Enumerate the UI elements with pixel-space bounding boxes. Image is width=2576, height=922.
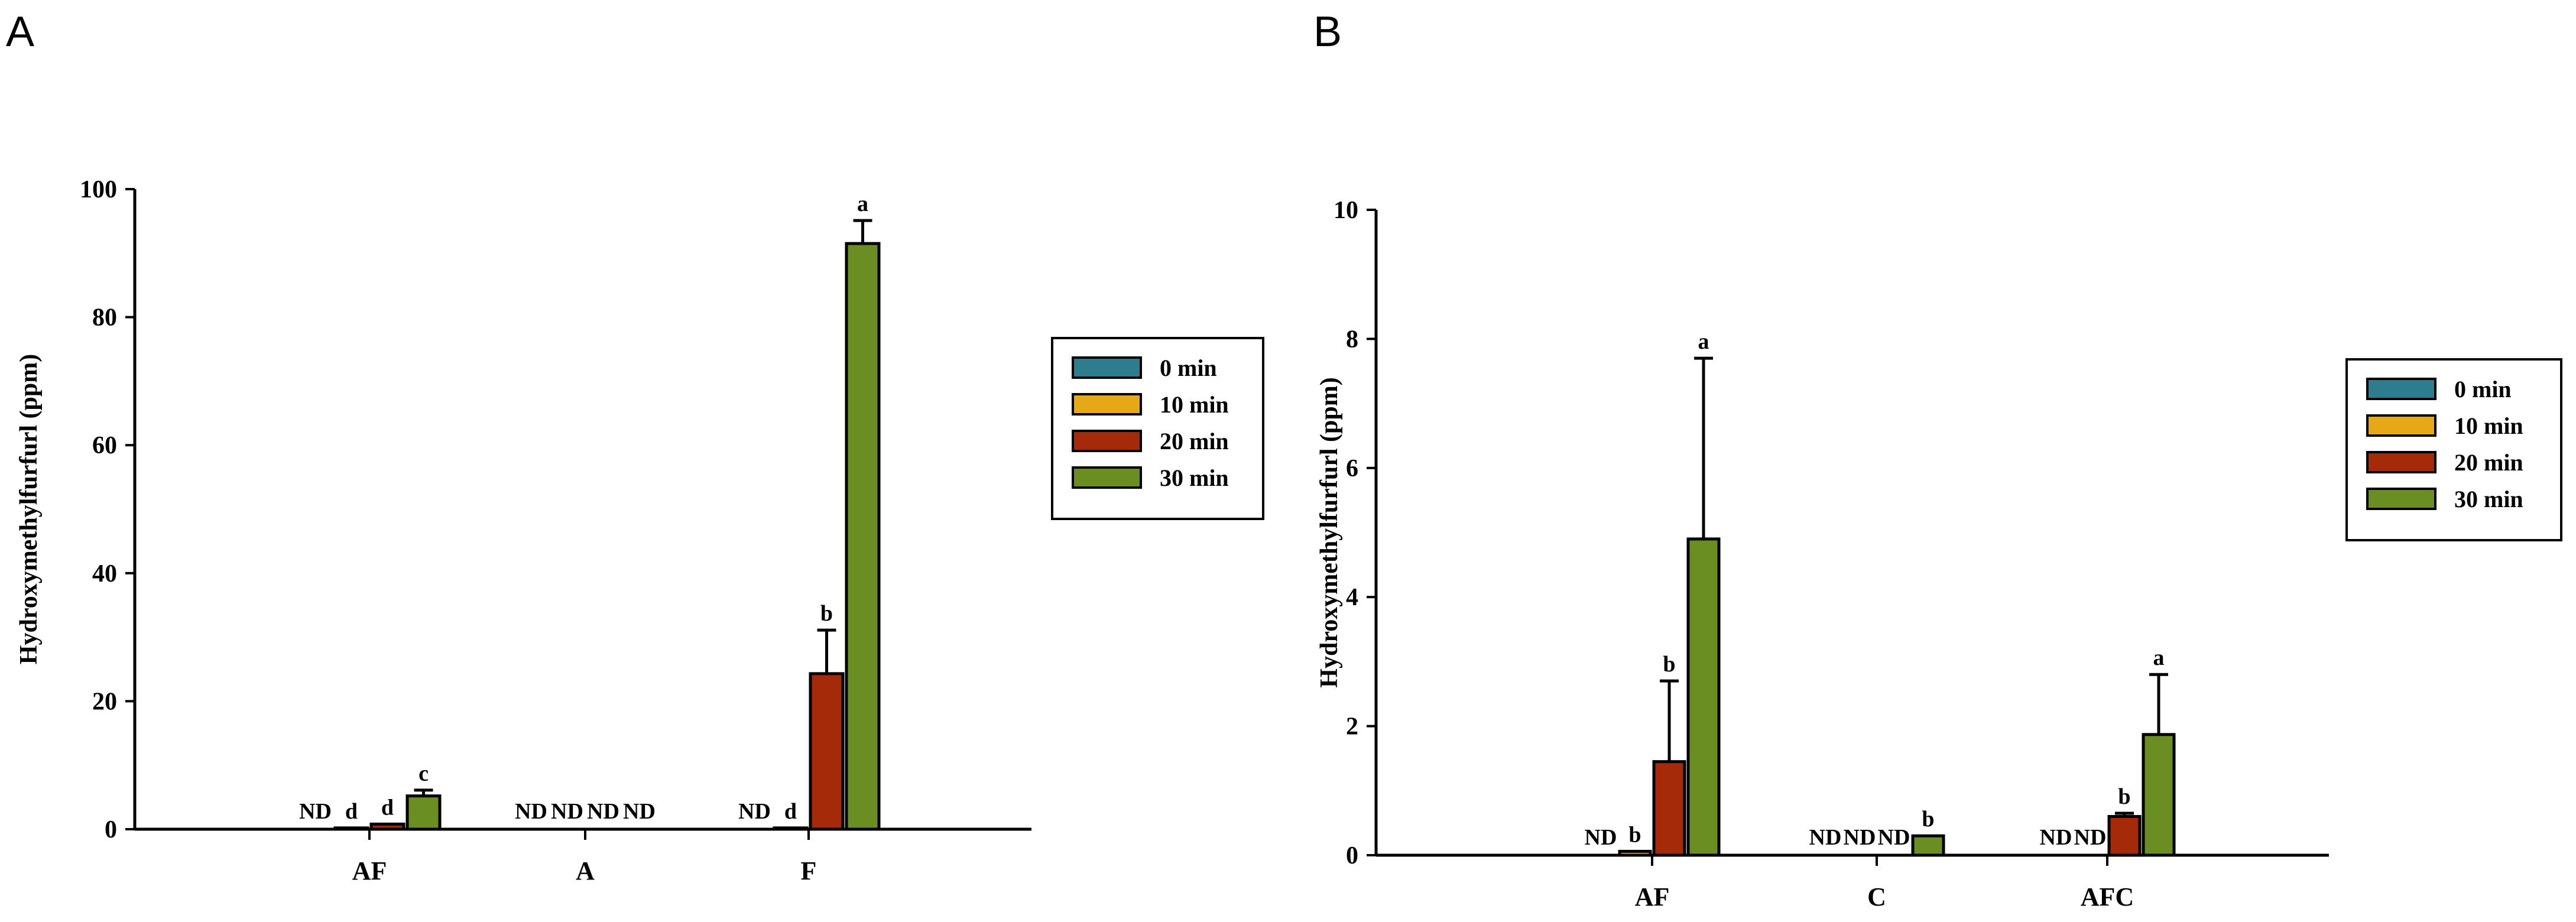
legend-swatch-b <box>2366 488 2437 510</box>
bar-a <box>809 672 845 831</box>
data-label-b: b <box>1628 822 1641 847</box>
y-tick-label-b: 10 <box>1334 197 1358 224</box>
data-label-a: ND <box>623 799 656 824</box>
x-tick-label-a: AF <box>352 856 387 885</box>
data-label-a: a <box>857 191 868 216</box>
bar-a <box>405 794 442 831</box>
y-tick-label-a: 0 <box>105 816 117 843</box>
y-tick-label-a: 20 <box>92 688 117 715</box>
y-axis-title-a: Hydroxymethylfurfurl (ppm) <box>15 354 43 664</box>
legend-swatch-a <box>1072 356 1142 379</box>
y-tick-label-a: 100 <box>80 176 117 203</box>
data-label-a: ND <box>299 799 332 824</box>
bar-b <box>2107 814 2142 857</box>
legend-swatch-b <box>2366 451 2437 473</box>
data-label-b: ND <box>1878 825 1910 850</box>
y-axis-title-b: Hydroxymethylfurfurl (ppm) <box>1316 377 1343 687</box>
bar-a <box>369 822 405 831</box>
data-label-a: ND <box>738 799 771 824</box>
y-tick-label-a: 40 <box>92 560 117 587</box>
bar-b <box>1686 537 1721 857</box>
x-tick-label-b: AF <box>1635 882 1670 911</box>
x-tick-label-b: C <box>1867 882 1886 911</box>
data-label-b: ND <box>1844 825 1876 850</box>
data-label-a: d <box>784 799 797 824</box>
legend-label-a: 20 min <box>1160 428 1229 454</box>
legend-label-b: 0 min <box>2454 376 2512 402</box>
data-label-b: b <box>1922 807 1934 832</box>
y-tick-label-a: 80 <box>92 304 117 332</box>
panel-label-a: A <box>6 8 34 56</box>
data-label-a: ND <box>515 799 547 824</box>
legend-label-b: 10 min <box>2454 413 2523 439</box>
legend-label-b: 20 min <box>2454 449 2523 476</box>
chart-b: 0 2 4 6 8 10 Hydroxymethylfurfurl (ppm) AF ND b b a… <box>1316 197 2562 911</box>
data-label-a: c <box>418 761 429 786</box>
legend-swatch-a <box>1072 393 1142 415</box>
bar-a <box>845 242 881 831</box>
legend-label-b: 30 min <box>2454 486 2523 512</box>
legend-label-a: 10 min <box>1160 391 1229 418</box>
panel-label-b: B <box>1313 8 1342 56</box>
data-label-b: ND <box>2074 825 2107 850</box>
bar-b <box>1911 834 1945 857</box>
x-tick-label-a: F <box>801 856 817 885</box>
legend-swatch-a <box>1072 466 1142 489</box>
y-tick-label-b: 0 <box>1346 842 1358 869</box>
data-label-a: ND <box>551 799 583 824</box>
data-label-b: a <box>1698 329 1709 354</box>
data-label-a: d <box>381 795 394 820</box>
x-tick-label-a: A <box>576 856 595 885</box>
data-label-b: b <box>2118 784 2130 809</box>
legend-swatch-b <box>2366 414 2437 437</box>
data-label-b: ND <box>2040 825 2072 850</box>
legend-label-a: 30 min <box>1160 465 1229 491</box>
legend-swatch-b <box>2366 378 2437 400</box>
data-label-b: ND <box>1809 825 1842 850</box>
data-label-a: d <box>345 799 358 824</box>
data-label-b: ND <box>1585 825 1617 850</box>
bar-b <box>1618 849 1652 857</box>
y-tick-label-b: 2 <box>1346 713 1358 741</box>
y-tick-label-b: 8 <box>1346 326 1358 353</box>
bar-a <box>333 826 369 831</box>
y-tick-label-a: 60 <box>92 432 117 459</box>
data-label-a: ND <box>587 799 619 824</box>
bar-b <box>1652 760 1686 857</box>
data-label-a: b <box>820 601 833 626</box>
legend-label-a: 0 min <box>1160 355 1217 381</box>
bar-a <box>773 826 809 831</box>
y-tick-label-b: 6 <box>1346 455 1358 482</box>
data-label-b: b <box>1663 652 1675 677</box>
x-tick-label-b: AFC <box>2081 882 2134 911</box>
bar-b <box>2142 733 2176 857</box>
legend-swatch-a <box>1072 430 1142 452</box>
y-tick-label-b: 4 <box>1346 584 1358 611</box>
data-label-b: a <box>2153 645 2165 670</box>
